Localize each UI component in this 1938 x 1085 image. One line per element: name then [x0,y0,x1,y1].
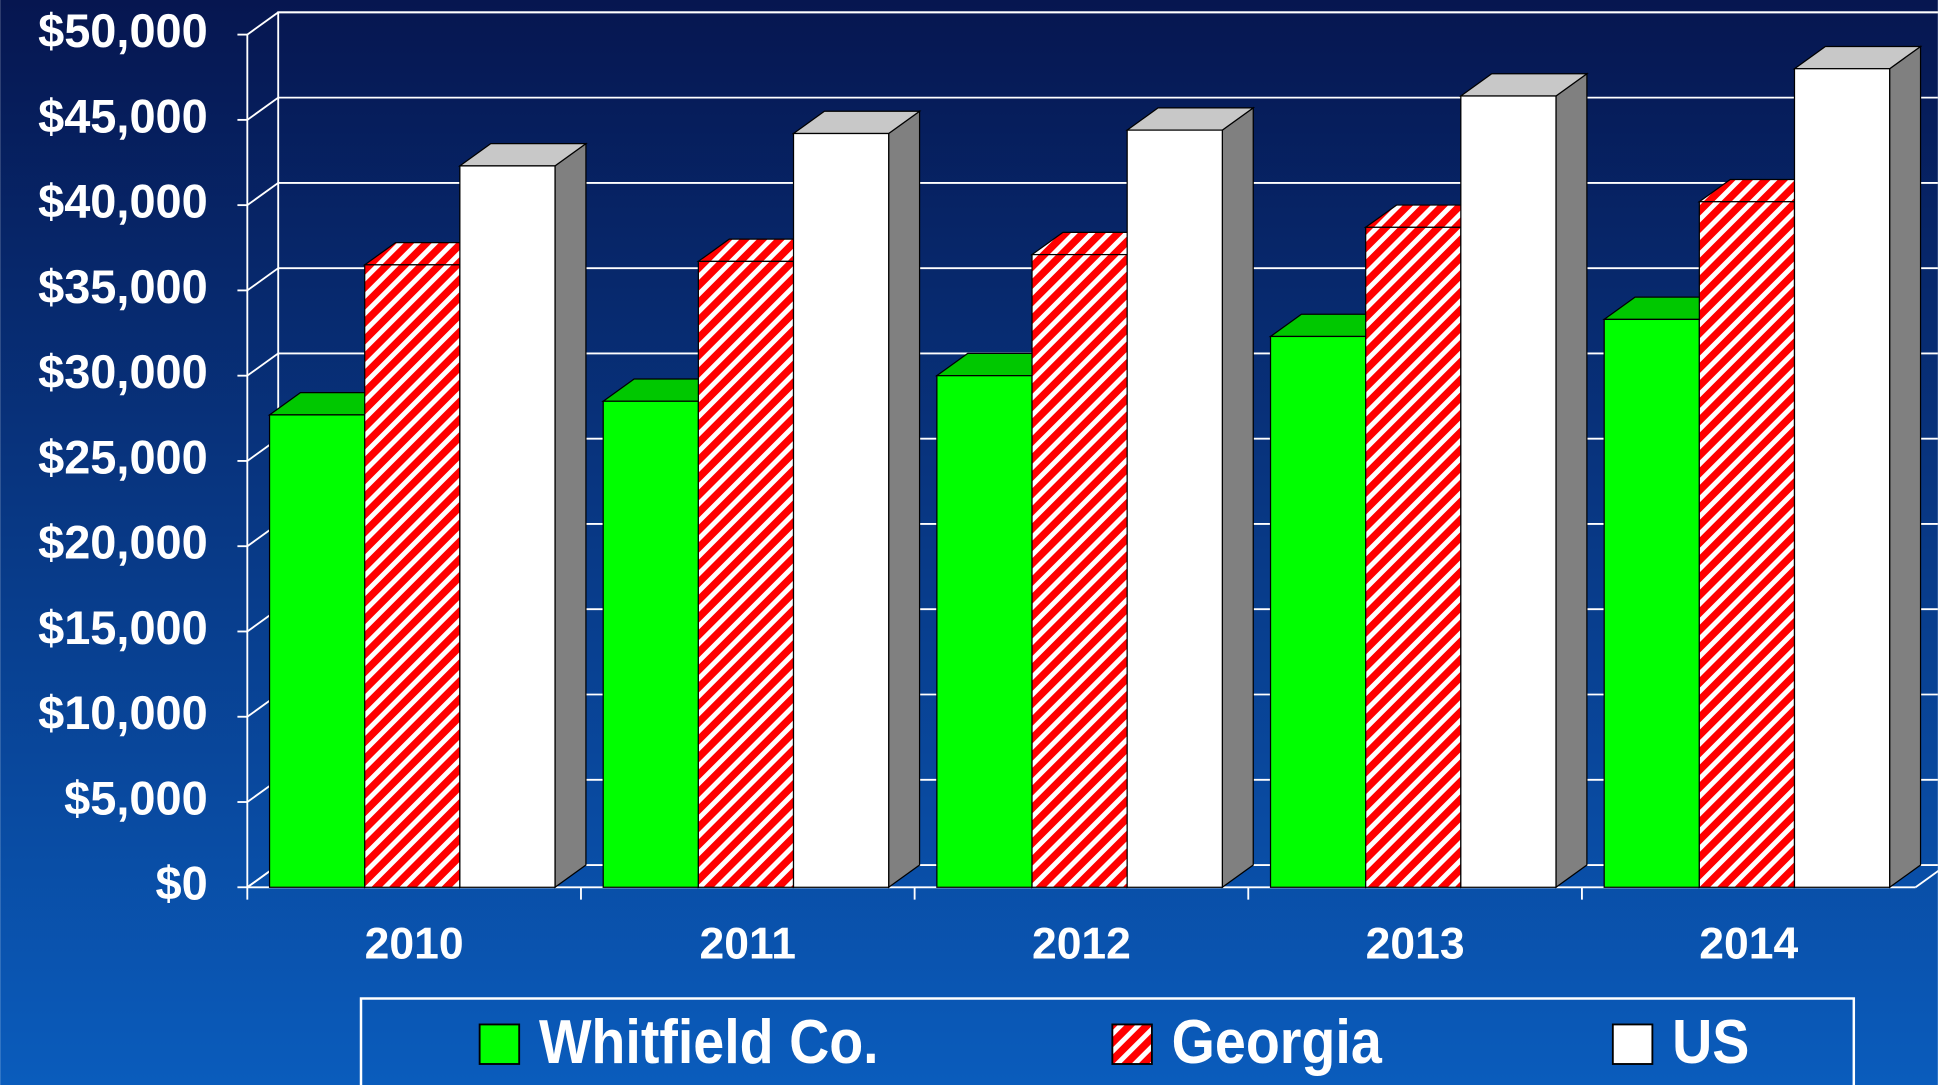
x-tick-label: 2013 [1366,919,1465,968]
floor-edge [1915,870,1938,889]
y-tick-label: $5,000 [64,771,208,824]
bar [1269,335,1367,888]
bar [602,400,699,888]
bar-side [1889,45,1922,889]
y-tick-label: $10,000 [38,686,208,739]
bar [1698,201,1796,888]
grid-line [246,11,1938,36]
y-tick-label: $25,000 [38,430,208,483]
y-tick-label: $45,000 [38,89,208,142]
bar [697,260,795,888]
y-tick-label: $30,000 [38,345,208,398]
x-tick-label: 2014 [1699,919,1798,968]
grid-line [246,181,1938,206]
legend-label: Whitfield Co. [539,1008,879,1076]
bar-side [554,142,587,889]
legend-swatch [478,1023,521,1065]
y-tick-label: $35,000 [38,260,208,313]
bar [936,375,1033,888]
bar [364,264,461,888]
y-tick-label: $15,000 [38,601,208,654]
y-tick-label: $40,000 [38,175,208,228]
grid-line [246,96,1938,121]
bar-side [1555,72,1588,889]
legend-swatch [1111,1023,1153,1065]
bar-side [1221,106,1254,889]
bar [1793,68,1891,888]
y-tick-label: $0 [156,857,208,910]
bar [1603,318,1700,888]
legend-box [359,997,1856,1085]
bar [1365,226,1462,888]
legend-label: Georgia [1172,1008,1383,1076]
y-tick-label: $20,000 [38,516,208,569]
bar [1126,129,1223,888]
x-tick-label: 2011 [700,919,796,968]
bar [459,165,556,888]
y-tick-label: $50,000 [38,4,208,57]
bar [1031,253,1128,888]
legend-label: US [1672,1008,1749,1076]
bar-side [888,110,921,889]
bar [268,414,366,888]
legend-swatch [1611,1023,1654,1065]
x-tick-label: 2012 [1032,919,1131,968]
bar [1460,95,1557,888]
x-tick-label: 2010 [365,919,464,968]
bar [792,132,890,888]
